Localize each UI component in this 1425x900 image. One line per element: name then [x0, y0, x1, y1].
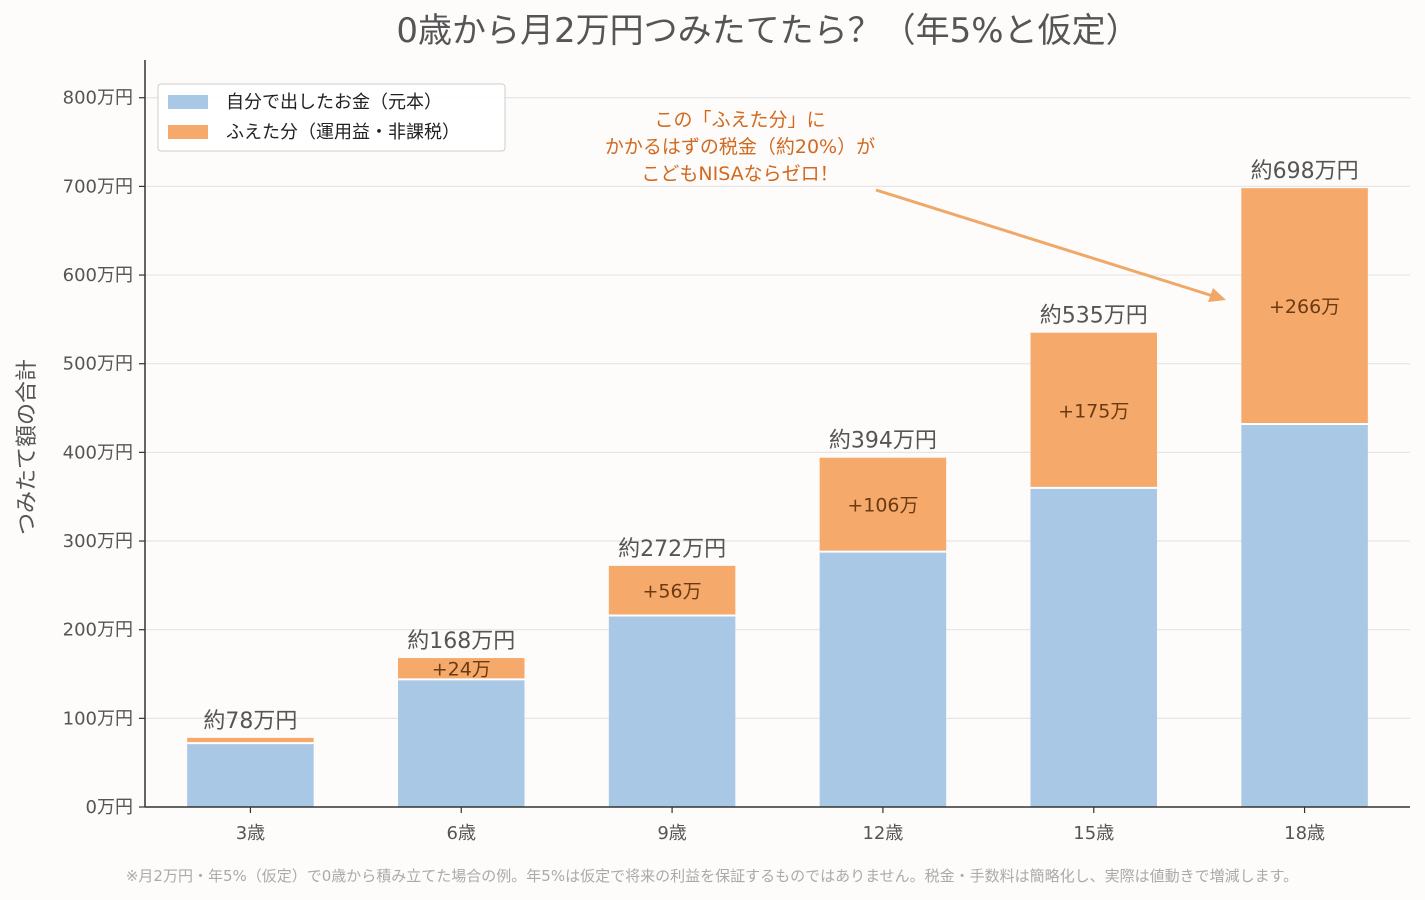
bar-gain — [1030, 332, 1157, 488]
bar-principal — [1030, 487, 1157, 807]
gain-label: +56万 — [643, 581, 702, 603]
bars: 約78万円 +24万 約168万円 +56万 約272万円 +106万 約394万円 +175… — [187, 159, 1368, 807]
total-label: 約168万円 — [407, 629, 515, 654]
bar-gain — [819, 457, 947, 552]
legend-swatch-gain — [168, 125, 208, 139]
y-tick-label: 100万円 — [63, 708, 133, 729]
gain-label: +175万 — [1058, 400, 1129, 422]
axes: 0万円 100万円 200万円 300万円 400万円 500万円 600万円 700万円 80… — [63, 60, 1410, 844]
footnote: ※月2万円・年5%（仮定）で0歳から積み立てた場合の例。年5%は仮定で将来の利益… — [126, 867, 1298, 885]
bar-principal — [398, 679, 525, 807]
annotation-arrow-head — [1208, 288, 1226, 302]
x-tick-label: 12歳 — [862, 823, 903, 844]
annotation-line-1: この「ふえた分」に — [654, 109, 825, 131]
bar-gain — [1241, 188, 1368, 424]
x-tick-label: 9歳 — [657, 823, 686, 844]
annotation-arrow-line — [875, 188, 1214, 298]
legend-entry-gain: ふえた分（運用益・非課税） — [226, 122, 460, 143]
y-tick-label: 0万円 — [86, 797, 133, 818]
x-tick-label: 3歳 — [236, 823, 265, 844]
total-label: 約272万円 — [618, 537, 726, 562]
total-label: 約394万円 — [829, 429, 937, 454]
y-tick-label: 500万円 — [63, 354, 133, 375]
x-tick-label: 18歳 — [1284, 823, 1325, 844]
gain-label: +24万 — [432, 659, 491, 681]
chart-title: 0歳から月2万円つみたてたら？（年5%と仮定） — [396, 11, 1139, 51]
y-tick-label: 200万円 — [63, 620, 133, 641]
annotation-line-3: こどもNISAならゼロ！ — [641, 163, 838, 185]
y-tick-label: 300万円 — [63, 531, 133, 552]
legend-swatch-principal — [168, 95, 208, 109]
total-label: 約698万円 — [1251, 159, 1359, 184]
bar-gain — [187, 737, 314, 744]
bar-principal — [187, 743, 314, 807]
legend-frame — [157, 83, 506, 152]
y-tick-label: 600万円 — [63, 265, 133, 286]
annotation: この「ふえた分」に かかるはずの税金（約20%）が こどもNISAならゼロ！ — [605, 109, 1226, 302]
bar-gain — [608, 565, 736, 616]
bar-gain — [398, 658, 525, 680]
legend-entry-principal: 自分で出したお金（元本） — [226, 92, 442, 113]
total-label: 約78万円 — [203, 709, 297, 734]
grid — [145, 97, 1410, 719]
x-tick-label: 15歳 — [1073, 823, 1114, 844]
bar-principal — [819, 551, 947, 807]
y-tick-label: 700万円 — [63, 176, 133, 197]
gain-label: +106万 — [847, 495, 918, 517]
y-axis-label: つみたて額の合計 — [15, 359, 40, 535]
gain-label: +266万 — [1269, 296, 1340, 318]
y-tick-label: 800万円 — [63, 88, 133, 109]
x-tick-label: 6歳 — [447, 823, 476, 844]
bar-principal — [1241, 423, 1368, 807]
total-label: 約535万円 — [1040, 304, 1148, 329]
y-tick-label: 400万円 — [63, 442, 133, 463]
legend: 自分で出したお金（元本） ふえた分（運用益・非課税） — [157, 83, 506, 152]
annotation-line-2: かかるはずの税金（約20%）が — [605, 136, 875, 158]
bar-principal — [608, 615, 736, 807]
